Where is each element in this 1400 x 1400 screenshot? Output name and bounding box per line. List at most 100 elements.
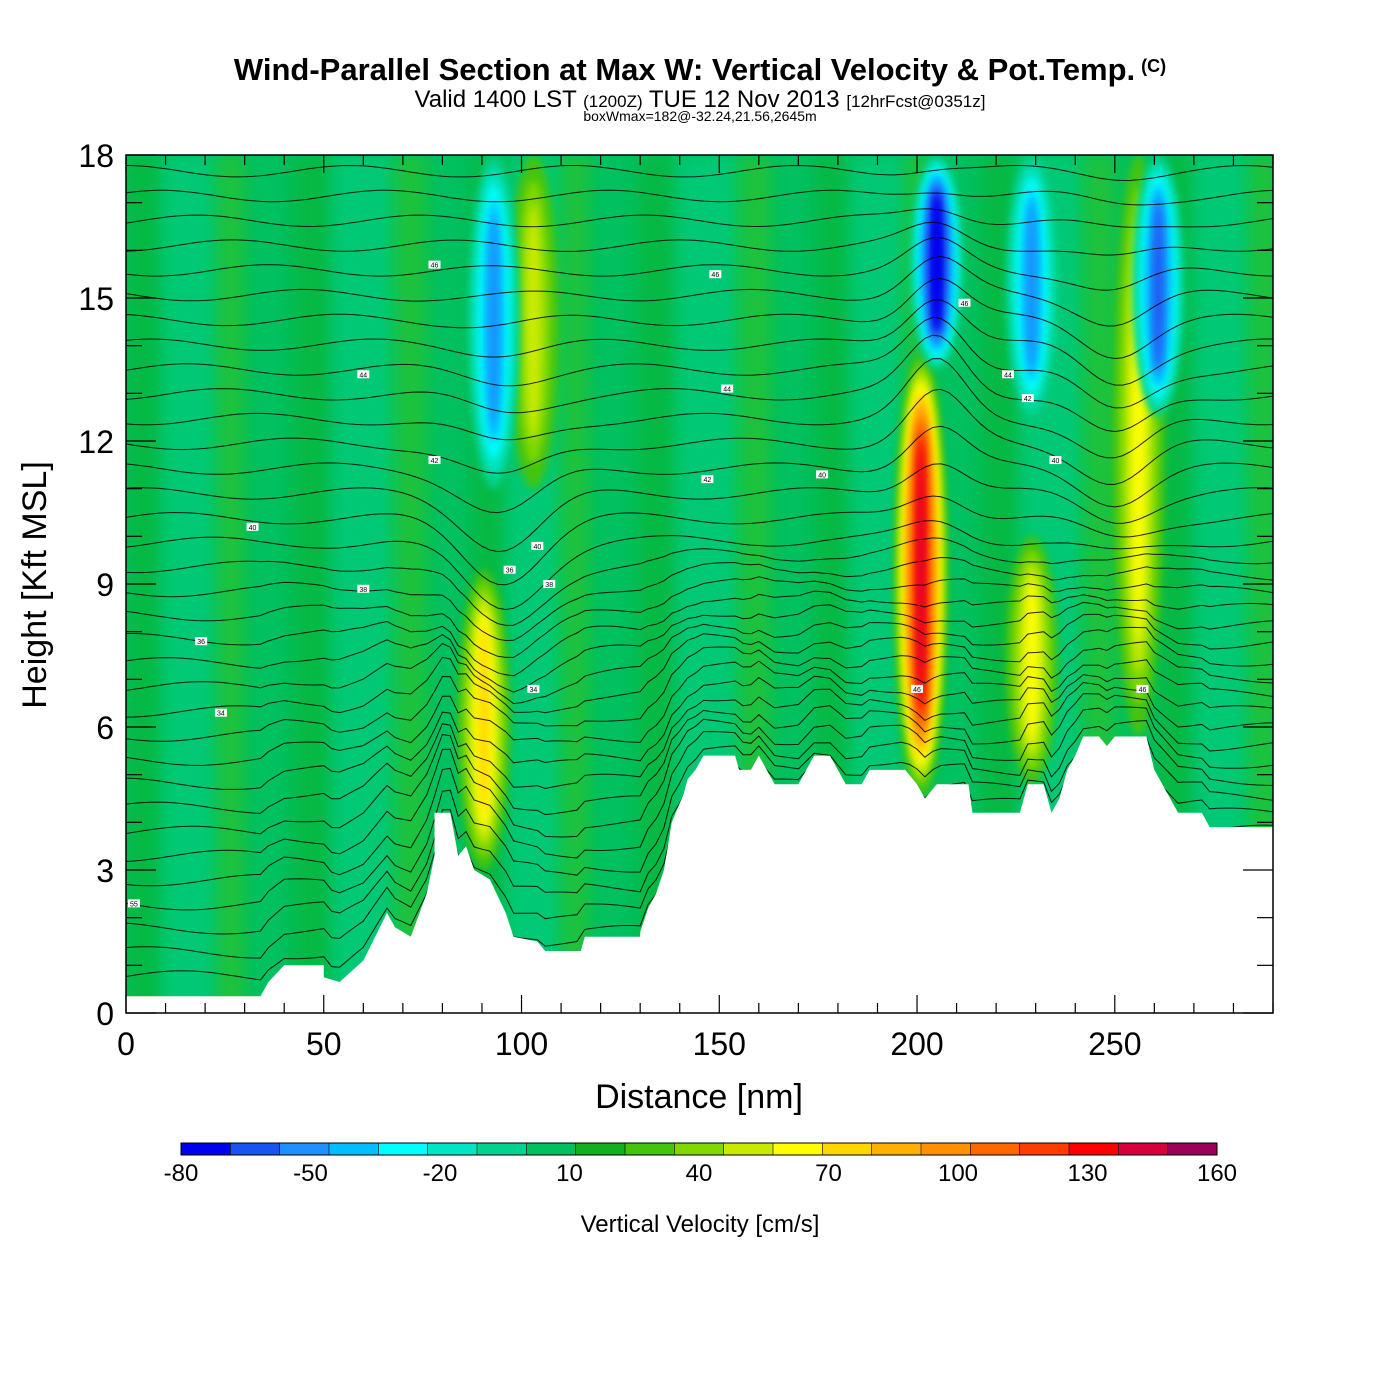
theta-label-text: 46 xyxy=(913,687,921,694)
downdraft-band xyxy=(1153,204,1163,369)
theta-label-text: 38 xyxy=(545,582,553,589)
x-tick-label: 0 xyxy=(117,1026,135,1062)
y-tick-label: 9 xyxy=(96,567,114,603)
theta-contour xyxy=(126,641,1273,742)
subtitle-date: TUE 12 Nov 2013 xyxy=(648,86,840,113)
colorbar-swatch xyxy=(1069,1143,1119,1155)
y-tick-label: 6 xyxy=(96,710,114,746)
theta-label: 36 xyxy=(503,565,516,575)
theta-label: 40 xyxy=(246,522,259,532)
box-info: boxWmax=182@-32.24,21.56,2645m xyxy=(583,108,817,124)
theta-contour xyxy=(126,463,1273,553)
theta-contour xyxy=(126,719,1273,887)
downdraft-band xyxy=(933,197,941,328)
x-tick-label: 50 xyxy=(306,1026,342,1062)
theta-contour xyxy=(126,189,1273,206)
theta-label-text: 44 xyxy=(723,387,731,394)
updraft-band xyxy=(524,205,543,439)
theta-contour xyxy=(126,706,1273,862)
theta-label: 42 xyxy=(1021,394,1034,403)
theta-label-text: 44 xyxy=(1004,372,1012,379)
colorbar-swatch xyxy=(329,1143,379,1155)
y-axis-label: Height [Kft MSL] xyxy=(16,461,54,709)
y-tick-label: 12 xyxy=(78,424,114,460)
theta-label: 46 xyxy=(1136,684,1149,694)
theta-label: 46 xyxy=(911,684,924,694)
theta-label: 38 xyxy=(357,584,370,594)
colorbar-swatch xyxy=(526,1143,577,1155)
theta-label-text: 46 xyxy=(1139,687,1147,694)
theta-contour xyxy=(126,299,1273,386)
chart-title: Wind-Parallel Section at Max W: Vertical… xyxy=(0,52,1400,88)
updraft-band xyxy=(917,444,924,705)
theta-label-text: 42 xyxy=(704,477,712,484)
x-tick-label: 100 xyxy=(495,1026,548,1062)
colorbar-swatch xyxy=(674,1143,725,1155)
colorbar-swatch xyxy=(921,1143,971,1155)
theta-label-text: 44 xyxy=(359,372,367,379)
theta-contour xyxy=(126,674,1273,790)
colorbar-frame xyxy=(180,1142,1218,1156)
theta-contour xyxy=(126,601,1273,693)
theta-label: 40 xyxy=(816,470,829,479)
theta-contour xyxy=(126,221,1273,256)
subtitle-forecast: [12hrFcst@0351z] xyxy=(846,92,986,111)
colorbar: -80 -50 -20 10 40 70 100 130 160 xyxy=(164,1142,1237,1187)
theta-label: 36 xyxy=(195,637,208,646)
theta-label: 44 xyxy=(721,384,734,394)
theta-label-text: 38 xyxy=(359,587,367,594)
colorbar-swatch xyxy=(378,1143,429,1155)
colorbar-tick-label: -80 xyxy=(164,1160,199,1187)
theta-contour xyxy=(126,425,1273,514)
theta-label: 42 xyxy=(701,475,714,484)
x-tick-label: 250 xyxy=(1088,1026,1141,1062)
colorbar-swatch xyxy=(625,1143,675,1155)
downdraft-band xyxy=(488,215,500,429)
theta-label-text: 42 xyxy=(431,458,439,465)
chart-subtitle: Valid 1400 LST (1200Z) TUE 12 Nov 2013 [… xyxy=(0,86,1400,114)
colorbar-swatch xyxy=(181,1143,231,1155)
theta-label-text: 34 xyxy=(529,687,537,694)
theta-label-text: 55 xyxy=(130,901,138,908)
x-tick-label: 150 xyxy=(693,1026,746,1062)
colorbar-tick-label: 160 xyxy=(1197,1160,1237,1187)
colorbar-tick-label: 70 xyxy=(815,1160,842,1187)
theta-contour xyxy=(126,659,1273,766)
colorbar-swatch xyxy=(1118,1143,1169,1155)
theta-contour xyxy=(126,556,1273,642)
texture-stripe xyxy=(216,155,245,1013)
subtitle-zulu-time: (1200Z) xyxy=(583,92,643,111)
theta-label-text: 40 xyxy=(533,544,541,551)
velocity-field: 55 34 36 38 40 42 44 46 40 36 38 34 42 44 46 40 46 44 42 40… xyxy=(126,155,1273,1013)
theta-label: 46 xyxy=(958,298,971,308)
theta-contour xyxy=(126,576,1273,658)
theta-label-text: 46 xyxy=(431,263,439,270)
title-copyright: (C) xyxy=(1141,56,1167,76)
theta-contour xyxy=(126,626,1273,718)
terrain-mask xyxy=(126,736,1273,1013)
colorbar-swatch xyxy=(427,1143,478,1155)
theta-label: 55 xyxy=(127,899,140,908)
title-main: Wind-Parallel Section at Max W: Vertical… xyxy=(233,52,1136,87)
colorbar-swatch xyxy=(230,1143,281,1155)
colorbar-swatch xyxy=(822,1143,873,1155)
colorbar-tick-label: -50 xyxy=(293,1160,328,1187)
theta-contour xyxy=(126,358,1273,459)
colorbar-swatch xyxy=(970,1143,1021,1155)
theta-contour xyxy=(126,334,1273,433)
colorbar-swatch xyxy=(477,1143,527,1155)
y-tick-label: 18 xyxy=(78,138,114,174)
theta-label: 38 xyxy=(543,580,556,589)
theta-contour xyxy=(126,681,1273,814)
colorbar-swatch xyxy=(723,1143,774,1155)
theta-label-text: 40 xyxy=(249,525,257,532)
theta-contour xyxy=(126,164,1273,182)
colorbar-swatch xyxy=(279,1143,330,1155)
theta-label-text: 34 xyxy=(217,711,225,718)
theta-contour xyxy=(126,537,1273,626)
theta-label: 46 xyxy=(428,260,441,270)
colorbar-tick-label: 130 xyxy=(1067,1160,1107,1187)
colorbar-swatch xyxy=(1167,1143,1218,1155)
updraft-band xyxy=(1025,578,1039,743)
